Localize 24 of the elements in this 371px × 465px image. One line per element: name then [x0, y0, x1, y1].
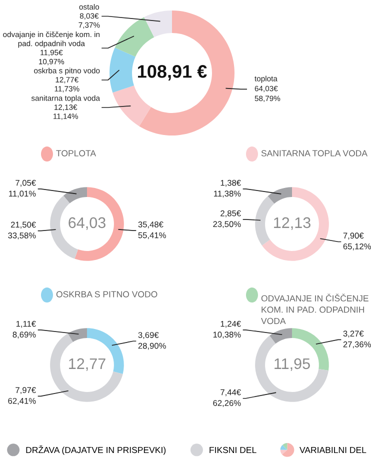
- data-label: 3,69€ 28,90%: [138, 332, 166, 350]
- data-label: 1,38€ 11,38%: [214, 180, 241, 198]
- legend-label: DRŽAVA (DAJATVE IN PRISPEVKI): [26, 445, 166, 455]
- data-label: 3,27€ 27,36%: [343, 330, 371, 348]
- data-label: 7,44€ 62,26%: [213, 389, 241, 407]
- data-label: 7,05€ 11,01%: [9, 180, 36, 198]
- text: 64,03: [68, 217, 106, 230]
- data-label: 1,24€ 10,38%: [213, 320, 241, 339]
- text: 11,95: [274, 358, 310, 371]
- chart-title: ODVAJANJE IN ČIŠČENJE KOM. IN PAD. ODPADNIH VODA: [261, 294, 368, 324]
- text: 12,77: [69, 358, 106, 371]
- legend-label: VARIABILNI DEL: [300, 446, 366, 453]
- data-label: 21,50€ 33,58%: [8, 222, 36, 240]
- data-label: 2,85€ 23,50%: [213, 210, 241, 228]
- chart-title: OSKRBA S PITNO VODO: [56, 291, 158, 298]
- text: 108,91 €: [138, 65, 207, 80]
- data-label: 35,48€ 55,41%: [138, 222, 166, 240]
- legend-label: FIKSNI DEL: [210, 446, 256, 454]
- data-label: 7,90€ 65,12%: [343, 232, 371, 250]
- chart-title: SANITARNA TOPLA VODA: [261, 150, 368, 156]
- text: 12,13: [274, 217, 310, 230]
- data-label: 7,97€ 62,41%: [8, 387, 36, 405]
- chart-title: TOPLOTA: [56, 150, 96, 156]
- data-label: 1,11€ 8,69%: [12, 320, 36, 339]
